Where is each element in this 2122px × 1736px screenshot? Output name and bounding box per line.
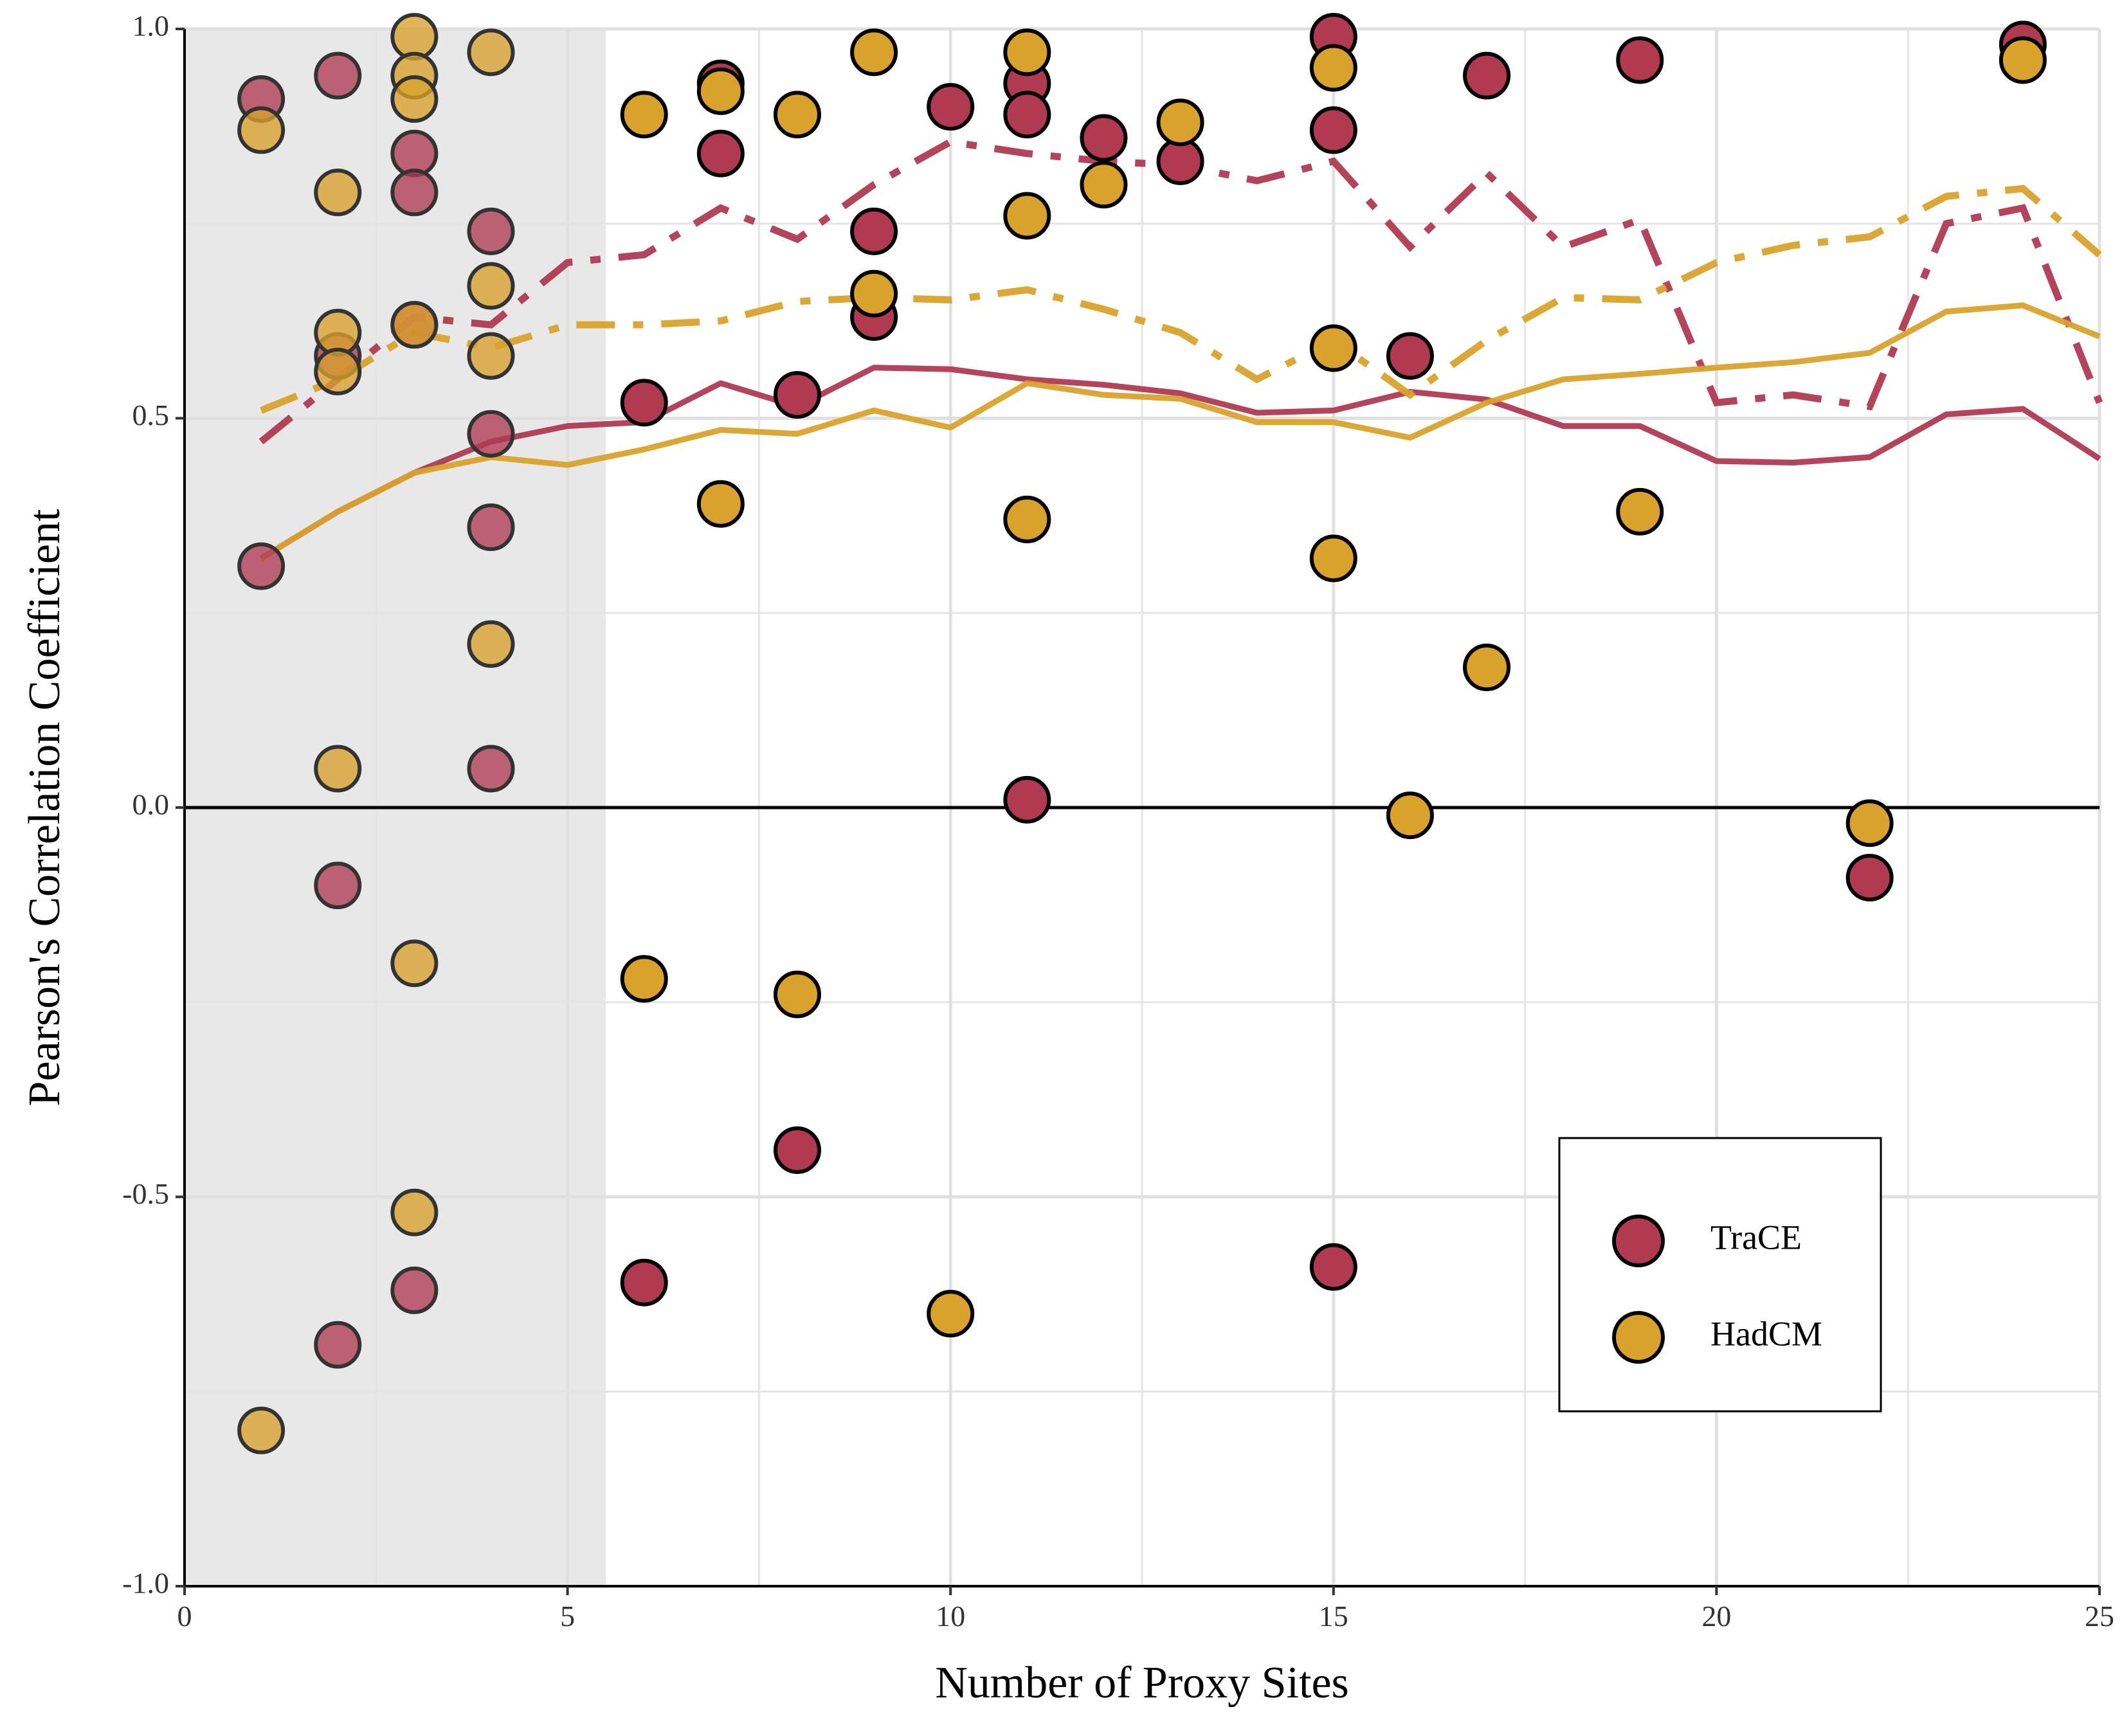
trace-point [390,1266,439,1314]
y-tick-label: 1.0 [132,10,170,42]
hadcm-point [1309,534,1357,583]
hadcm-point [390,75,439,123]
hadcm-point [1003,495,1051,543]
hadcm-point [696,480,745,528]
hadcm-point [1156,98,1204,147]
x-tick-label: 10 [936,1600,965,1632]
hadcm-point [1003,192,1051,240]
legend-label-hadcm: HadCM [1710,1314,1822,1353]
hadcm-point [314,168,362,217]
hadcm-point [467,28,515,77]
hadcm-point [1999,36,2047,84]
trace-point [1003,775,1051,824]
trace-point [927,83,975,131]
hadcm-point [1616,487,1664,536]
x-tick-label: 25 [2085,1600,2114,1632]
x-tick-label: 15 [1319,1600,1348,1632]
trace-point [390,168,439,217]
y-tick-label: -1.0 [122,1567,169,1600]
trace-point [696,129,745,177]
hadcm-point [850,28,898,77]
legend-box [1558,1137,1882,1413]
trace-point [850,207,898,255]
hadcm-point [390,1188,439,1236]
x-axis-title: Number of Proxy Sites [935,1658,1349,1708]
hadcm-point [314,347,362,395]
hadcm-point [1003,28,1051,77]
trace-point [467,207,515,255]
trace-point [314,1321,362,1369]
y-axis-ticks: -1.0 -0.5 0.0 0.5 1.0 [122,10,185,1600]
trace-point [237,542,286,590]
x-axis-ticks: 0 5 10 15 20 25 [177,1586,2114,1632]
y-axis-title: Pearson's Correlation Coefficient [20,509,69,1106]
hadcm-point [773,970,821,1018]
trace-point [467,410,515,458]
hadcm-point [467,620,515,668]
hadcm-point [927,1290,975,1338]
trace-point [1616,36,1664,84]
legend-marker-hadcm [1612,1311,1665,1364]
hadcm-point [1309,324,1357,372]
hadcm-point [467,262,515,310]
hadcm-point [620,955,668,1003]
hadcm-point [1845,799,1894,847]
legend: TraCE HadCM [1558,1137,1882,1413]
trace-point [773,371,821,419]
hadcm-point [1463,644,1511,692]
hadcm-dashed-line [260,185,2102,414]
trace-point [1003,91,1051,139]
trace-point [1386,332,1434,380]
trace-point [620,379,668,427]
x-tick-label: 20 [1701,1600,1731,1632]
trace-point [1080,114,1128,162]
hadcm-point [237,1406,286,1454]
data-points [237,13,2047,1454]
hadcm-point [773,91,821,139]
trace-point [467,745,515,793]
hadcm-point [1080,161,1128,209]
trace-point [1309,1243,1357,1291]
hadcm-point [467,332,515,380]
y-tick-label: 0.0 [132,788,170,821]
trace-point [773,1126,821,1174]
y-tick-label: -0.5 [122,1177,169,1210]
hadcm-point [1309,44,1357,92]
trace-point [467,503,515,552]
hadcm-point [314,745,362,793]
trace-point [314,862,362,910]
trace-median-line [259,365,2101,561]
trace-point [314,51,362,100]
hadcm-point [696,67,745,115]
hadcm-point [390,939,439,988]
trace-point [620,1258,668,1307]
legend-label-trace: TraCE [1710,1218,1802,1256]
trace-point [1309,106,1357,154]
minor-gridlines [185,29,2099,1586]
trace-point [1463,51,1511,100]
hadcm-point [237,106,286,154]
trace-point [1845,853,1894,901]
hadcm-point [1386,791,1434,840]
legend-marker-trace [1612,1215,1665,1267]
hadcm-point [850,269,898,318]
y-tick-label: 0.5 [132,399,170,431]
x-tick-label: 0 [177,1600,192,1632]
hadcm-point [390,301,439,349]
hadcm-median-line [259,302,2101,561]
x-tick-label: 5 [560,1600,575,1632]
hadcm-point [620,91,668,139]
